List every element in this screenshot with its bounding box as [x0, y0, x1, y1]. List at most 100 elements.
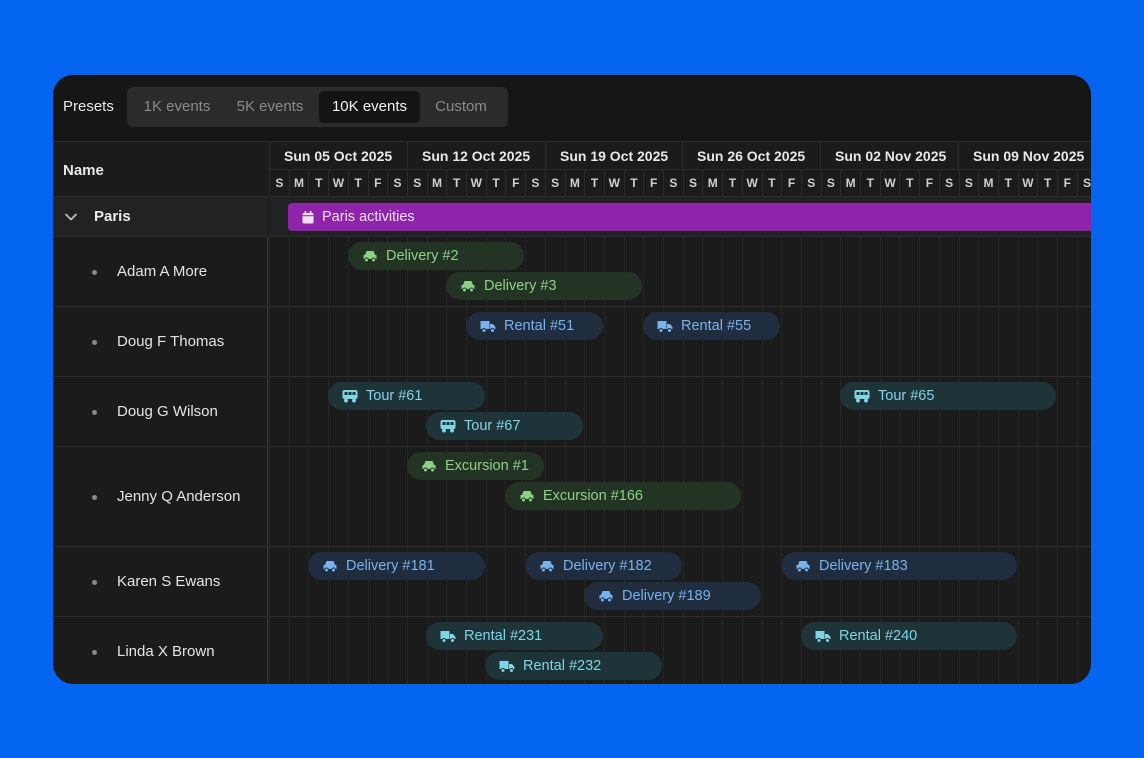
- day-gridline: [308, 197, 310, 684]
- resource-row[interactable]: Karen S Ewans: [53, 547, 268, 617]
- resource-name: Adam A More: [117, 263, 208, 280]
- day-header: S: [406, 170, 427, 197]
- resource-timeline-row: [269, 447, 1091, 547]
- day-header: S: [1076, 170, 1091, 197]
- day-gridline: [387, 197, 389, 684]
- event-bar[interactable]: Delivery #183: [781, 552, 1017, 580]
- truck-icon: [440, 631, 456, 643]
- preset-5k-events[interactable]: 5K events: [236, 98, 304, 115]
- event-bar[interactable]: Delivery #181: [308, 552, 485, 580]
- day-gridline: [800, 197, 802, 684]
- car-icon: [461, 281, 475, 293]
- event-bar[interactable]: Rental #232: [485, 652, 662, 680]
- day-gridline: [938, 197, 940, 684]
- group-row-paris[interactable]: Paris: [53, 197, 268, 237]
- name-column-header[interactable]: Name: [53, 141, 268, 197]
- day-header: S: [958, 170, 979, 197]
- day-gridline: [525, 197, 527, 684]
- day-header: F: [505, 170, 525, 197]
- event-bar[interactable]: Tour #61: [328, 382, 485, 410]
- day-header: F: [367, 170, 388, 197]
- event-bar[interactable]: Delivery #182: [525, 552, 682, 580]
- event-bar[interactable]: Delivery #2: [348, 242, 524, 270]
- day-header: S: [269, 170, 289, 197]
- day-gridline: [406, 197, 408, 684]
- day-gridline: [603, 197, 605, 684]
- event-bar[interactable]: Tour #67: [426, 412, 583, 440]
- preset-10k-events[interactable]: 10K events: [319, 91, 420, 123]
- event-label: Tour #65: [878, 388, 935, 404]
- event-bar[interactable]: Excursion #1: [407, 452, 544, 480]
- event-label: Delivery #181: [346, 558, 435, 574]
- day-gridline: [367, 197, 369, 684]
- resource-row[interactable]: Linda X Brown: [53, 617, 268, 684]
- event-bar[interactable]: Rental #231: [426, 622, 603, 650]
- day-header: W: [466, 170, 486, 197]
- day-header: T: [860, 170, 880, 197]
- group-label: Paris: [94, 208, 131, 225]
- event-label: Excursion #166: [543, 488, 643, 504]
- scheduler-grid: Name Paris Adam A More Doug F Thomas Dou…: [53, 141, 1091, 684]
- event-label: Rental #55: [681, 318, 752, 334]
- resource-timeline-row: [269, 237, 1091, 307]
- resource-name: Jenny Q Anderson: [117, 488, 241, 505]
- day-gridline: [978, 197, 980, 684]
- scheduler-panel: Presets 1K events 5K events 10K events C…: [53, 75, 1091, 684]
- day-header: S: [682, 170, 703, 197]
- presets-segmented-control: 1K events 5K events 10K events Custom: [127, 87, 508, 127]
- event-bar[interactable]: Rental #55: [643, 312, 780, 340]
- day-gridline: [879, 197, 881, 684]
- bullet: [92, 495, 97, 500]
- event-label: Delivery #2: [386, 248, 459, 264]
- event-label: Tour #61: [366, 388, 423, 404]
- event-label: Rental #232: [523, 658, 602, 674]
- day-header: T: [308, 170, 328, 197]
- day-header: F: [781, 170, 801, 197]
- event-bar[interactable]: Tour #65: [840, 382, 1056, 410]
- event-label: Tour #67: [464, 418, 521, 434]
- resource-row[interactable]: Doug G Wilson: [53, 377, 268, 447]
- resource-timeline-row: [269, 547, 1091, 617]
- preset-1k-events[interactable]: 1K events: [143, 98, 211, 115]
- day-header: W: [1017, 170, 1038, 197]
- day-header: W: [328, 170, 348, 197]
- event-label: Rental #51: [504, 318, 575, 334]
- day-gridline: [741, 197, 743, 684]
- event-bar[interactable]: Delivery #189: [584, 582, 761, 610]
- day-gridline: [682, 197, 684, 684]
- day-header: T: [584, 170, 604, 197]
- preset-custom[interactable]: Custom: [435, 98, 487, 115]
- day-header: F: [1057, 170, 1077, 197]
- week-header: Sun 02 Nov 2025: [820, 142, 958, 170]
- day-gridline: [347, 197, 349, 684]
- timeline-area: Sun 05 Oct 2025 Sun 12 Oct 2025 Sun 19 O…: [269, 141, 1091, 684]
- resource-row[interactable]: Jenny Q Anderson: [53, 447, 268, 547]
- day-header: M: [840, 170, 860, 197]
- chevron-down-icon[interactable]: [63, 209, 79, 225]
- group-summary-bar[interactable]: Paris activities: [288, 203, 1091, 231]
- day-header: S: [387, 170, 407, 197]
- event-bar[interactable]: Excursion #166: [505, 482, 741, 510]
- week-header: Sun 12 Oct 2025: [407, 142, 545, 170]
- resource-row[interactable]: Doug F Thomas: [53, 307, 268, 377]
- event-bar[interactable]: Rental #240: [801, 622, 1017, 650]
- day-header: T: [722, 170, 742, 197]
- day-header: S: [525, 170, 545, 197]
- bullet: [92, 270, 97, 275]
- event-label: Delivery #182: [563, 558, 652, 574]
- day-gridline: [997, 197, 999, 684]
- bullet: [92, 650, 97, 655]
- event-bar[interactable]: Delivery #3: [446, 272, 642, 300]
- day-gridline: [722, 197, 724, 684]
- day-header: S: [544, 170, 565, 197]
- day-header: M: [978, 170, 998, 197]
- day-header: M: [564, 170, 585, 197]
- day-header: W: [879, 170, 900, 197]
- event-bar[interactable]: Rental #51: [466, 312, 603, 340]
- day-gridline: [564, 197, 566, 684]
- day-gridline: [761, 197, 763, 684]
- resource-row[interactable]: Adam A More: [53, 237, 268, 307]
- resource-timeline-row: [269, 377, 1091, 447]
- day-header: T: [623, 170, 644, 197]
